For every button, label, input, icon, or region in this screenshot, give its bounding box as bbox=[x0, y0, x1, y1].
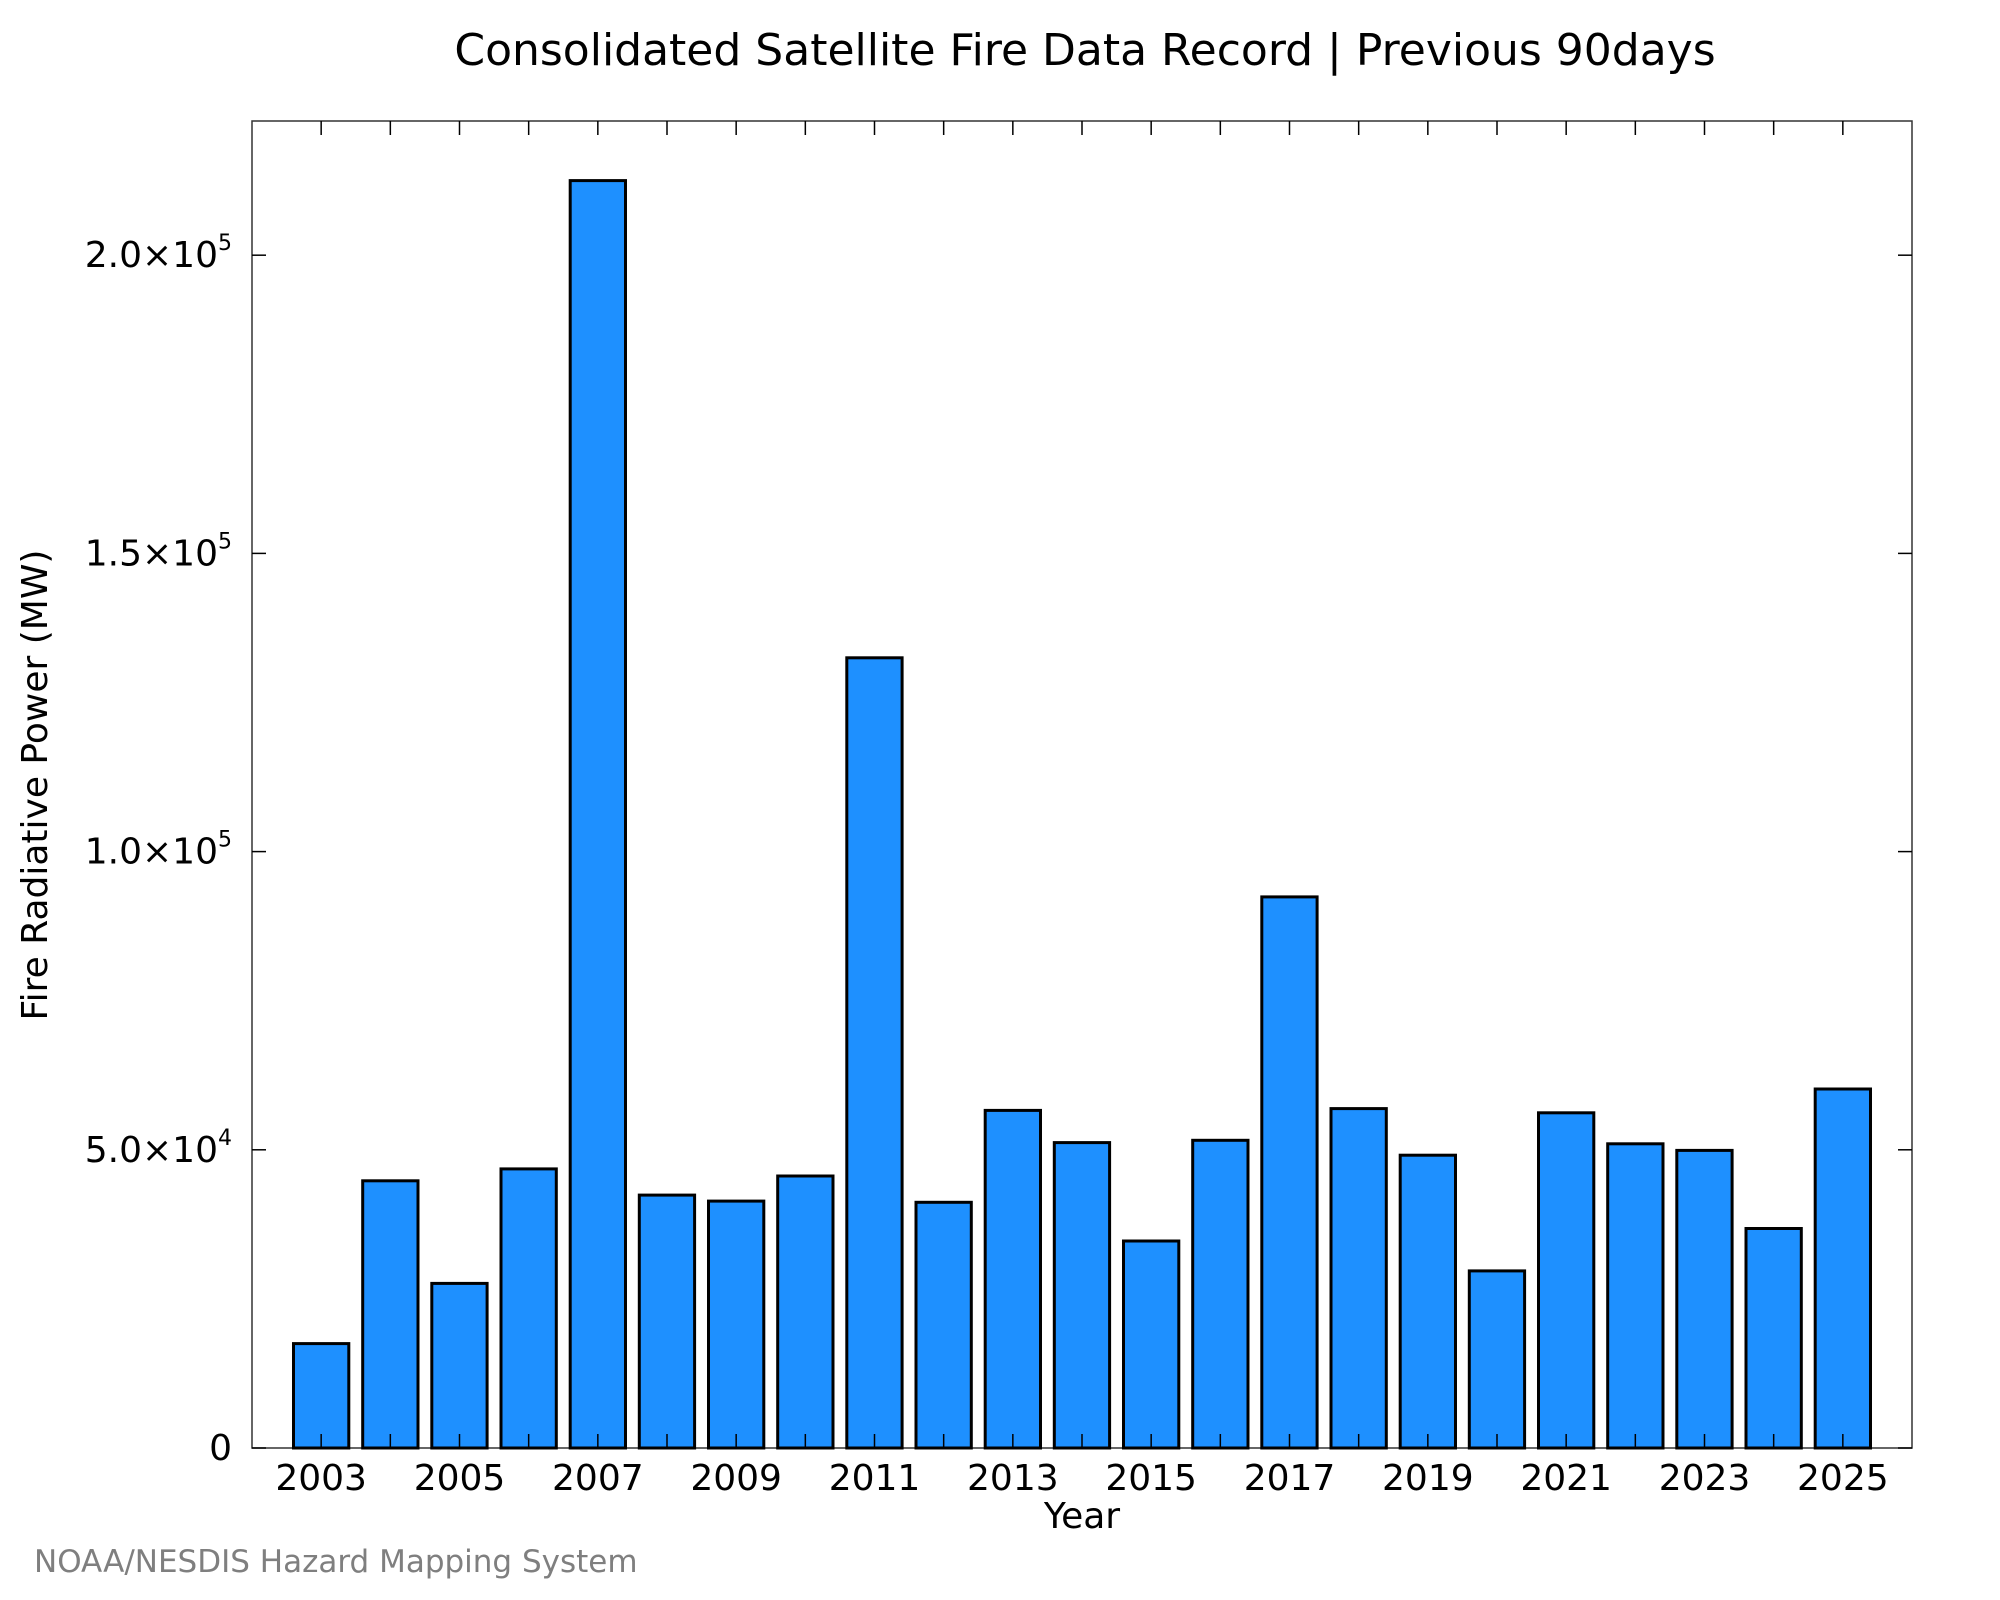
y-tick-label: 5.0×104 bbox=[85, 1126, 232, 1171]
y-axis-label: Fire Radiative Power (MW) bbox=[15, 550, 56, 1021]
x-tick-label: 2003 bbox=[275, 1458, 367, 1499]
bar-2011 bbox=[845, 656, 904, 1450]
x-tick-label: 2023 bbox=[1659, 1458, 1751, 1499]
bar-2004 bbox=[361, 1179, 420, 1450]
bar-2015 bbox=[1122, 1239, 1181, 1450]
bar-2010 bbox=[776, 1174, 835, 1450]
bar-2019 bbox=[1398, 1153, 1457, 1450]
y-axis-ticks: 0 5.0×104 1.0×105 1.5×105 2.0×105 bbox=[85, 231, 1912, 1469]
bar-2006 bbox=[499, 1167, 558, 1450]
x-tick-label: 2015 bbox=[1105, 1458, 1197, 1499]
y-tick-label: 1.5×105 bbox=[85, 529, 232, 574]
bar-2020 bbox=[1467, 1269, 1527, 1450]
bar-2024 bbox=[1744, 1227, 1803, 1450]
y-tick-label: 2.0×105 bbox=[85, 231, 232, 276]
y-tick-label: 0 bbox=[209, 1428, 232, 1469]
bar-2014 bbox=[1052, 1141, 1112, 1450]
bar-2008 bbox=[637, 1193, 697, 1450]
x-tick-label: 2021 bbox=[1520, 1458, 1612, 1499]
bar-2022 bbox=[1606, 1142, 1665, 1450]
bar-2023 bbox=[1675, 1148, 1734, 1450]
bar-2012 bbox=[914, 1200, 973, 1450]
credit-text: NOAA/NESDIS Hazard Mapping System bbox=[34, 1544, 638, 1580]
bar-2025 bbox=[1813, 1087, 1872, 1450]
x-tick-label: 2009 bbox=[690, 1458, 782, 1499]
x-axis-label: Year bbox=[1043, 1496, 1120, 1537]
x-tick-label: 2019 bbox=[1382, 1458, 1474, 1499]
bar-2013 bbox=[983, 1108, 1043, 1450]
y-tick-label: 1.0×105 bbox=[85, 828, 232, 873]
x-tick-label: 2017 bbox=[1244, 1458, 1336, 1499]
bar-2005 bbox=[430, 1281, 489, 1450]
x-tick-label: 2011 bbox=[829, 1458, 921, 1499]
bar-2021 bbox=[1537, 1111, 1596, 1450]
x-tick-label: 2013 bbox=[967, 1458, 1059, 1499]
bar-2007 bbox=[568, 179, 628, 1450]
bar-2017 bbox=[1260, 895, 1319, 1450]
x-tick-label: 2005 bbox=[414, 1458, 506, 1499]
bar-2009 bbox=[707, 1199, 766, 1450]
x-tick-label: 2025 bbox=[1797, 1458, 1889, 1499]
x-tick-label: 2007 bbox=[552, 1458, 644, 1499]
chart-title: Consolidated Satellite Fire Data Record … bbox=[454, 25, 1715, 76]
bar-2016 bbox=[1191, 1138, 1250, 1450]
bars-group bbox=[292, 179, 1872, 1450]
bar-2018 bbox=[1329, 1107, 1388, 1450]
x-axis-ticks: 2003 2005 2007 2009 2011 2013 2015 2017 2019 2021… bbox=[275, 121, 1889, 1499]
bar-2003 bbox=[292, 1342, 351, 1450]
